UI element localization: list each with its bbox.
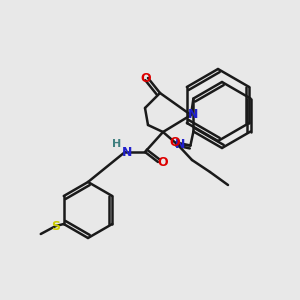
Text: N: N <box>122 146 132 158</box>
Text: O: O <box>141 71 151 85</box>
Text: S: S <box>51 220 60 232</box>
Text: N: N <box>175 139 185 152</box>
Text: O: O <box>158 155 168 169</box>
Text: H: H <box>112 139 122 149</box>
Text: N: N <box>188 109 198 122</box>
Text: O: O <box>169 136 180 149</box>
